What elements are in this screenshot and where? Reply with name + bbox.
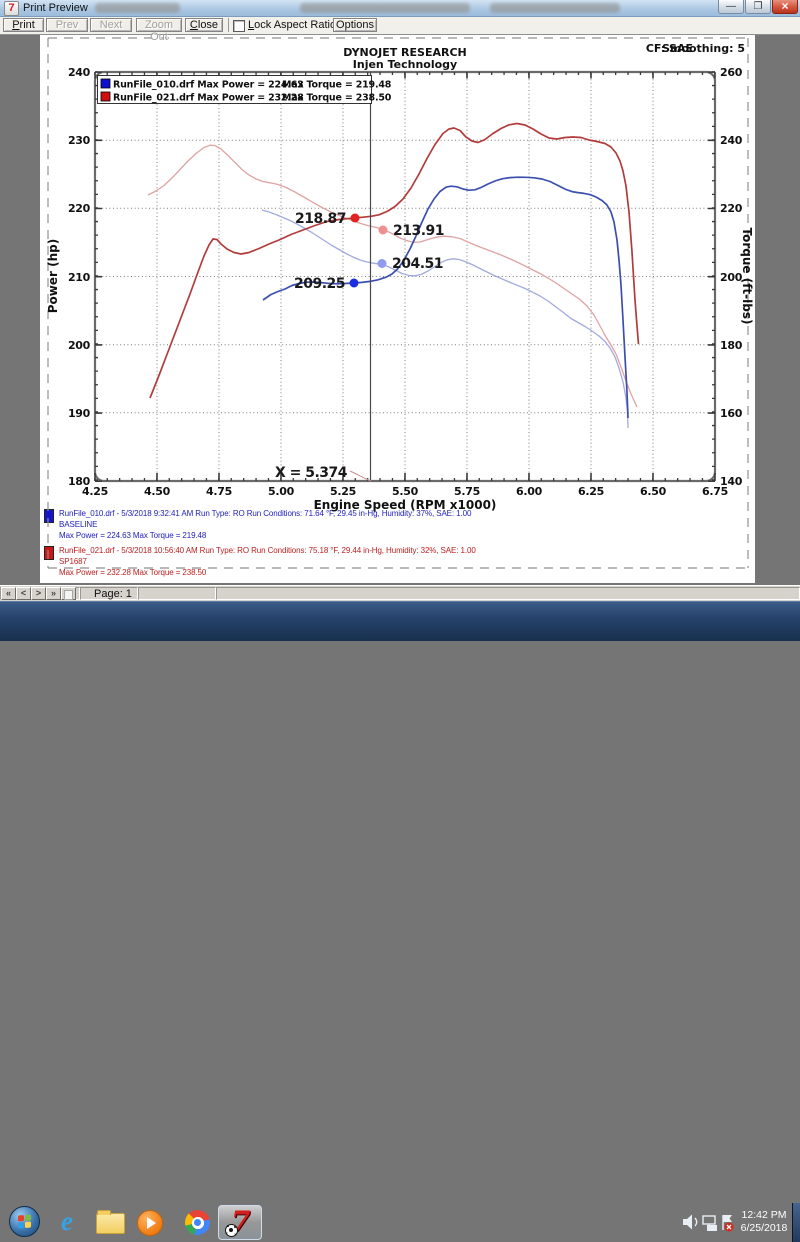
app-icon: 7 bbox=[4, 1, 19, 16]
page-select-button[interactable] bbox=[61, 587, 76, 600]
run1-color-swatch bbox=[44, 509, 54, 523]
run2-line2: SP1687 bbox=[59, 557, 87, 566]
run1-line3: Max Power = 224.63 Max Torque = 219.48 bbox=[59, 531, 207, 540]
status-panel-3 bbox=[216, 587, 800, 600]
maximize-button[interactable]: ❐ bbox=[745, 0, 771, 14]
toolbar: Print Prev Next Zoom Out Close Lock Aspe… bbox=[0, 17, 800, 43]
title-bar[interactable]: 7 Print Preview — ❐ × bbox=[0, 0, 800, 17]
lock-aspect-ratio-label: Lock Aspect Ratio bbox=[248, 19, 337, 31]
status-panel-2 bbox=[138, 587, 216, 600]
run-details-sp1687: RunFile_021.drf - 5/3/2018 10:56:40 AM R… bbox=[42, 545, 702, 578]
redacted-title-text bbox=[300, 3, 470, 13]
run1-line1: RunFile_010.drf - 5/3/2018 9:32:41 AM Ru… bbox=[59, 509, 472, 518]
last-page-button[interactable]: » bbox=[46, 587, 61, 600]
zoom-out-button[interactable]: Zoom Out bbox=[136, 18, 182, 43]
windows-logo-icon bbox=[18, 1214, 31, 1229]
window-title: Print Preview bbox=[23, 2, 88, 14]
chrome-icon[interactable] bbox=[185, 1210, 210, 1235]
next-page-button[interactable]: > bbox=[31, 587, 46, 600]
close-window-button[interactable]: × bbox=[772, 0, 798, 14]
toolbar-separator bbox=[228, 18, 229, 32]
show-desktop-button[interactable] bbox=[792, 1203, 800, 1242]
lock-aspect-ratio-checkbox[interactable] bbox=[233, 20, 245, 32]
network-icon[interactable] bbox=[702, 1215, 717, 1231]
prev-button[interactable]: Prev bbox=[46, 18, 88, 32]
speaker-icon[interactable] bbox=[683, 1214, 698, 1230]
run-details-baseline: RunFile_010.drf - 5/3/2018 9:32:41 AM Ru… bbox=[42, 508, 702, 541]
run1-line2: BASELINE bbox=[59, 520, 98, 529]
next-button[interactable]: Next bbox=[90, 18, 132, 32]
redacted-title-text bbox=[95, 3, 180, 13]
page bbox=[40, 34, 755, 583]
file-explorer-icon[interactable] bbox=[96, 1210, 125, 1234]
start-button[interactable] bbox=[9, 1206, 40, 1237]
soccer-ball-icon bbox=[225, 1224, 238, 1237]
prev-page-button[interactable]: < bbox=[16, 587, 31, 600]
page-panel bbox=[80, 587, 138, 600]
system-tray bbox=[683, 1214, 734, 1232]
run2-line1: RunFile_021.drf - 5/3/2018 10:56:40 AM R… bbox=[59, 546, 476, 555]
taskbar-clock[interactable]: 12:42 PM 6/25/2018 bbox=[736, 1209, 792, 1235]
taskbar: e 7 12:42 PM 6/25/2018 bbox=[0, 601, 800, 1242]
clock-date: 6/25/2018 bbox=[740, 1222, 788, 1234]
options-button[interactable]: Options bbox=[333, 18, 377, 32]
run2-color-swatch bbox=[44, 546, 54, 560]
internet-explorer-icon[interactable]: e bbox=[61, 1206, 73, 1236]
first-page-button[interactable]: « bbox=[1, 587, 16, 600]
print-button[interactable]: Print bbox=[3, 18, 44, 32]
clock-time: 12:42 PM bbox=[741, 1209, 787, 1221]
action-center-flag-icon[interactable] bbox=[722, 1215, 734, 1232]
page-indicator: Page: 1 bbox=[94, 588, 132, 600]
page-icon bbox=[64, 590, 73, 600]
run2-line3: Max Power = 232.28 Max Torque = 238.50 bbox=[59, 568, 207, 577]
media-player-icon[interactable] bbox=[137, 1210, 163, 1236]
minimize-button[interactable]: — bbox=[718, 0, 744, 14]
winpep7-taskbar-button[interactable]: 7 bbox=[218, 1205, 262, 1240]
redacted-title-text bbox=[490, 3, 620, 13]
status-bar: « < > » Page: 1 bbox=[0, 585, 800, 602]
close-preview-button[interactable]: Close bbox=[185, 18, 223, 32]
